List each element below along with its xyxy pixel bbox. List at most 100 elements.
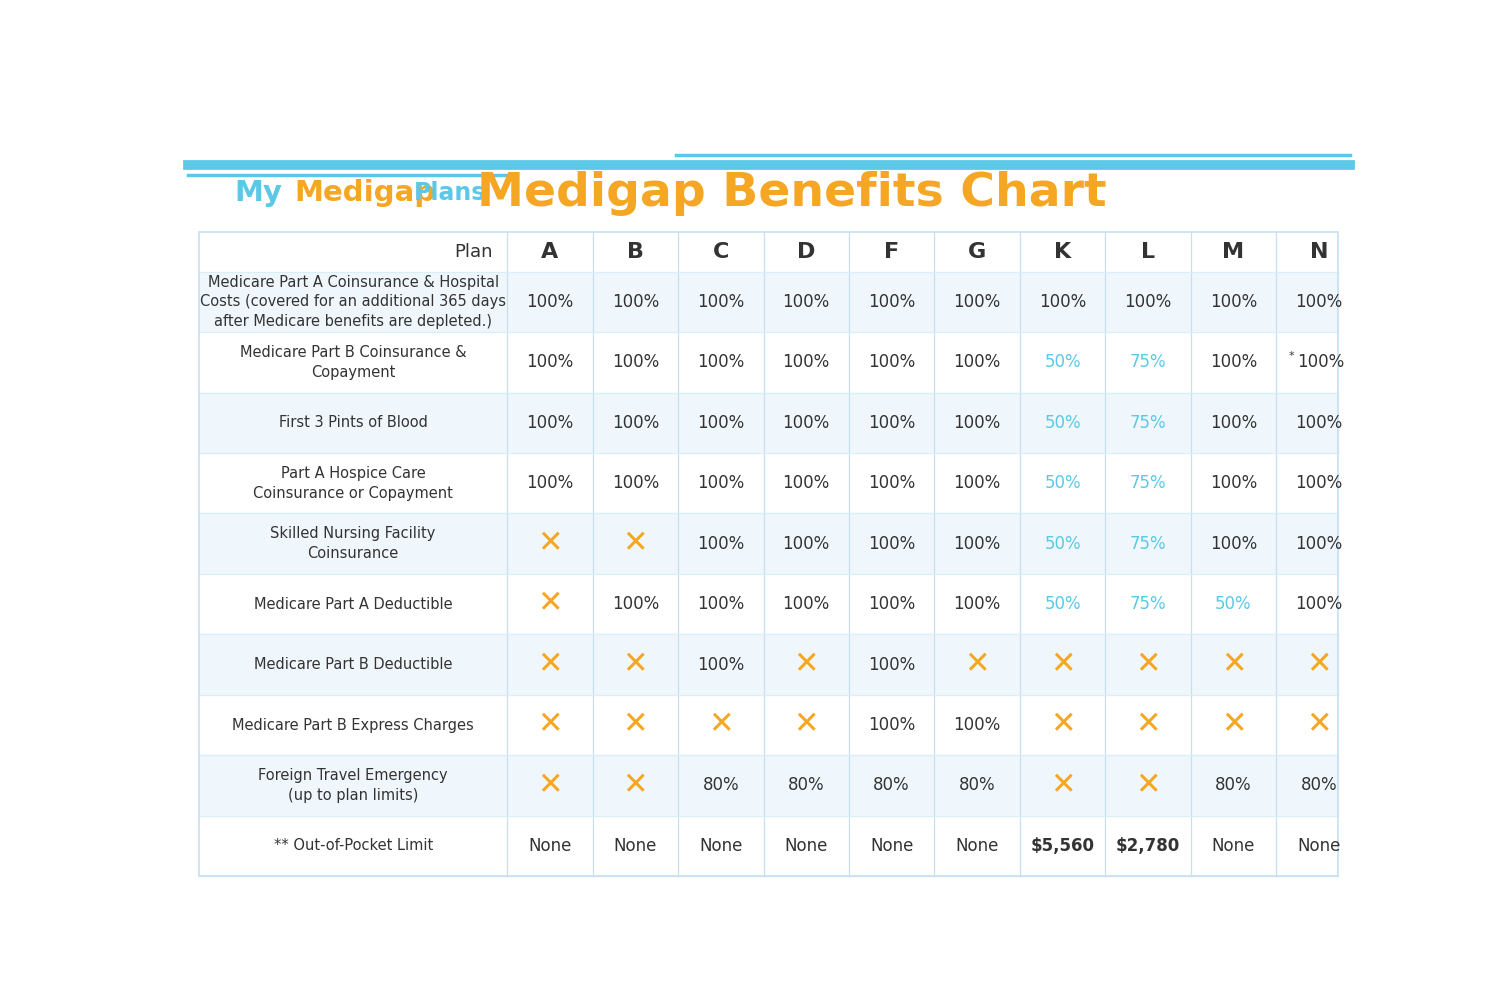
Text: ✕: ✕ <box>794 711 819 740</box>
Bar <box>200 393 1338 453</box>
Text: 100%: 100% <box>783 474 830 492</box>
Text: 100%: 100% <box>954 293 1000 311</box>
Text: ✕: ✕ <box>1136 650 1161 679</box>
Text: 100%: 100% <box>868 716 915 734</box>
Text: 50%: 50% <box>1215 595 1252 613</box>
Bar <box>200 574 1338 634</box>
Text: 100%: 100% <box>1210 353 1257 371</box>
Bar <box>200 634 1338 695</box>
Bar <box>200 272 1338 332</box>
Text: F: F <box>884 242 898 262</box>
Bar <box>200 332 1338 393</box>
Text: 100%: 100% <box>1298 353 1346 371</box>
Text: 100%: 100% <box>698 414 744 432</box>
Text: First 3 Pints of Blood: First 3 Pints of Blood <box>279 415 428 430</box>
Text: Medicare Part B Express Charges: Medicare Part B Express Charges <box>232 718 474 733</box>
Text: 100%: 100% <box>1296 595 1342 613</box>
Text: 100%: 100% <box>612 353 658 371</box>
Text: B: B <box>627 242 644 262</box>
Text: 50%: 50% <box>1044 535 1082 553</box>
Text: 75%: 75% <box>1130 595 1167 613</box>
Text: ✕: ✕ <box>537 529 562 558</box>
Bar <box>200 755 1338 816</box>
Text: 100%: 100% <box>954 353 1000 371</box>
Text: 100%: 100% <box>1210 293 1257 311</box>
Text: 100%: 100% <box>526 293 573 311</box>
Text: 75%: 75% <box>1130 474 1167 492</box>
Text: Medigap Benefits Chart: Medigap Benefits Chart <box>477 171 1107 216</box>
Text: ✕: ✕ <box>1050 650 1076 679</box>
Text: 100%: 100% <box>698 293 744 311</box>
Text: 100%: 100% <box>783 353 830 371</box>
Text: None: None <box>699 837 742 855</box>
Text: 100%: 100% <box>612 414 658 432</box>
Bar <box>200 453 1338 513</box>
Text: ✕: ✕ <box>622 529 648 558</box>
Text: C: C <box>712 242 729 262</box>
Text: ✕: ✕ <box>537 650 562 679</box>
Text: 100%: 100% <box>783 293 830 311</box>
Text: 100%: 100% <box>698 353 744 371</box>
Text: 100%: 100% <box>954 474 1000 492</box>
Bar <box>200 513 1338 574</box>
Text: Plans: Plans <box>414 181 486 205</box>
Text: 100%: 100% <box>698 474 744 492</box>
Text: 100%: 100% <box>526 353 573 371</box>
Text: 100%: 100% <box>868 353 915 371</box>
Text: 100%: 100% <box>698 656 744 674</box>
Text: Foreign Travel Emergency
(up to plan limits): Foreign Travel Emergency (up to plan lim… <box>258 768 448 803</box>
Text: G: G <box>968 242 987 262</box>
Text: Plan: Plan <box>454 243 494 261</box>
Text: None: None <box>614 837 657 855</box>
Text: 50%: 50% <box>1044 353 1082 371</box>
Text: N: N <box>1310 242 1328 262</box>
Text: 100%: 100% <box>783 595 830 613</box>
Text: 100%: 100% <box>698 595 744 613</box>
Text: $2,780: $2,780 <box>1116 837 1180 855</box>
Text: 80%: 80% <box>702 776 740 794</box>
Text: 100%: 100% <box>954 716 1000 734</box>
Text: 100%: 100% <box>783 535 830 553</box>
Text: ✕: ✕ <box>1221 650 1246 679</box>
Text: $5,560: $5,560 <box>1030 837 1095 855</box>
Text: 50%: 50% <box>1044 595 1082 613</box>
Text: 100%: 100% <box>868 414 915 432</box>
Text: 80%: 80% <box>1215 776 1252 794</box>
Text: ✕: ✕ <box>537 771 562 800</box>
Text: ✕: ✕ <box>622 711 648 740</box>
Text: ✕: ✕ <box>537 711 562 740</box>
Text: Part A Hospice Care
Coinsurance or Copayment: Part A Hospice Care Coinsurance or Copay… <box>254 466 453 501</box>
Text: Skilled Nursing Facility
Coinsurance: Skilled Nursing Facility Coinsurance <box>270 526 436 561</box>
Text: 80%: 80% <box>873 776 910 794</box>
Text: 80%: 80% <box>788 776 825 794</box>
Text: ✕: ✕ <box>1050 711 1076 740</box>
Text: 100%: 100% <box>1210 474 1257 492</box>
Text: ✕: ✕ <box>622 650 648 679</box>
Text: 100%: 100% <box>1296 535 1342 553</box>
Text: *: * <box>1288 351 1294 361</box>
Text: None: None <box>870 837 913 855</box>
Text: Medicare Part A Deductible: Medicare Part A Deductible <box>254 597 453 612</box>
Text: 100%: 100% <box>1210 535 1257 553</box>
Text: ✕: ✕ <box>1136 771 1161 800</box>
Text: ✕: ✕ <box>1306 711 1332 740</box>
Text: 100%: 100% <box>954 595 1000 613</box>
Text: 100%: 100% <box>1296 414 1342 432</box>
Text: Medicare Part B Coinsurance &
Copayment: Medicare Part B Coinsurance & Copayment <box>240 345 466 380</box>
Text: L: L <box>1142 242 1155 262</box>
Text: 100%: 100% <box>1210 414 1257 432</box>
Text: D: D <box>796 242 816 262</box>
Text: 80%: 80% <box>1300 776 1336 794</box>
Bar <box>200 816 1338 876</box>
Text: 100%: 100% <box>612 595 658 613</box>
Text: 100%: 100% <box>868 474 915 492</box>
Text: 100%: 100% <box>954 414 1000 432</box>
Text: 100%: 100% <box>612 293 658 311</box>
Text: Medigap: Medigap <box>294 179 435 207</box>
Text: ✕: ✕ <box>1306 650 1332 679</box>
Text: 100%: 100% <box>783 414 830 432</box>
Text: None: None <box>1298 837 1341 855</box>
Text: 100%: 100% <box>1296 293 1342 311</box>
Text: 75%: 75% <box>1130 353 1167 371</box>
Text: None: None <box>528 837 572 855</box>
